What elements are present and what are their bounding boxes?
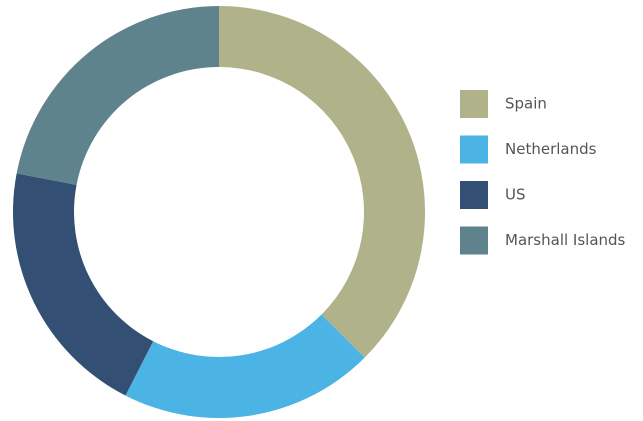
legend-swatch [460, 90, 488, 118]
legend-label: Netherlands [505, 140, 597, 158]
legend-label: US [505, 186, 526, 204]
donut-slice [12, 173, 154, 396]
legend-label: Marshall Islands [505, 231, 626, 249]
donut-slice [16, 6, 219, 185]
legend-label: Spain [505, 95, 547, 113]
legend-swatch [460, 135, 488, 164]
legend-swatch [460, 181, 488, 209]
donut-slice [125, 314, 365, 418]
donut-slice [219, 6, 426, 358]
legend-swatch [460, 226, 488, 255]
